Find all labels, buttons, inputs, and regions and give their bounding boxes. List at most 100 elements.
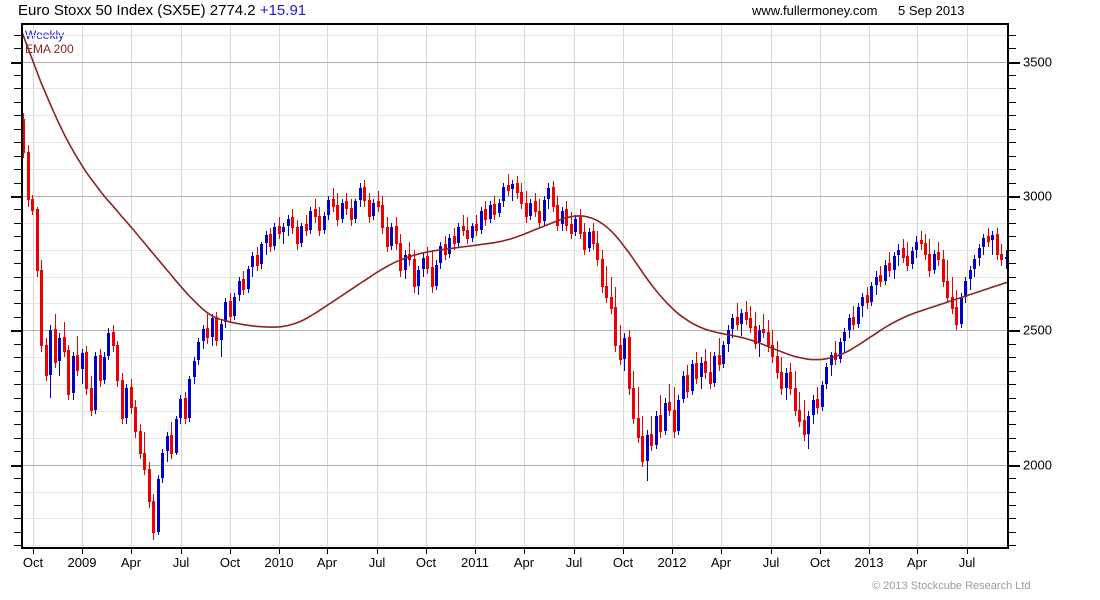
x-tick <box>230 549 231 554</box>
y-tick-left <box>14 411 21 412</box>
x-tick <box>524 549 525 554</box>
y-tick-right <box>1009 223 1016 224</box>
gridline-vertical <box>771 24 772 548</box>
gridline-vertical <box>524 24 525 548</box>
y-tick-right <box>1009 75 1016 76</box>
x-tick <box>672 549 673 554</box>
y-tick-left <box>14 156 21 157</box>
x-tick <box>82 549 83 554</box>
gridline-minor <box>21 411 1008 412</box>
x-tick <box>574 549 575 554</box>
x-tick <box>131 549 132 554</box>
y-tick-left <box>14 424 21 425</box>
y-tick-right <box>1009 156 1016 157</box>
gridline-minor <box>21 384 1008 385</box>
gridline-major <box>21 465 1008 466</box>
y-tick-left <box>14 518 21 519</box>
y-tick-left <box>14 223 21 224</box>
x-axis-label: Jul <box>958 555 976 570</box>
y-tick-left <box>14 532 21 533</box>
x-axis-label: Jul <box>762 555 780 570</box>
x-tick <box>623 549 624 554</box>
gridline-minor <box>21 492 1008 493</box>
y-tick-left <box>14 115 21 116</box>
x-axis-label: Jul <box>565 555 583 570</box>
gridline-major <box>21 196 1008 197</box>
gridline-vertical <box>917 24 918 548</box>
y-tick-right <box>1009 236 1016 237</box>
x-axis-label: Apr <box>906 555 928 570</box>
x-axis-label: Apr <box>710 555 732 570</box>
gridline-minor <box>21 88 1008 89</box>
gridline-vertical <box>574 24 575 548</box>
y-tick-left <box>14 317 21 318</box>
x-axis-label: Oct <box>415 555 437 570</box>
gridline-vertical <box>327 24 328 548</box>
y-tick-right <box>1009 451 1016 452</box>
y-axis-label: 2000 <box>1023 457 1052 473</box>
x-axis-label: Oct <box>219 555 241 570</box>
y-tick-right <box>1009 263 1016 264</box>
y-tick-right <box>1009 102 1016 103</box>
y-tick-right <box>1009 398 1016 399</box>
x-axis-label: Oct <box>22 555 44 570</box>
axis-bottom-border <box>21 547 1009 549</box>
y-tick-right <box>1009 424 1016 425</box>
gridline-minor <box>21 303 1008 304</box>
y-tick-left <box>14 438 21 439</box>
y-tick-right <box>1009 183 1016 184</box>
x-axis-label: Apr <box>316 555 338 570</box>
y-tick-left <box>14 344 21 345</box>
x-axis-label: 2010 <box>264 555 294 570</box>
gridline-minor <box>21 250 1008 251</box>
gridline-vertical <box>475 24 476 548</box>
price-chart-plot-area[interactable]: Weekly EMA 200 <box>21 24 1008 548</box>
y-tick-left <box>11 330 21 332</box>
y-tick-left <box>14 290 21 291</box>
y-tick-left <box>14 451 21 452</box>
y-tick-right <box>1009 35 1016 36</box>
y-tick-left <box>14 263 21 264</box>
y-tick-left <box>11 62 21 64</box>
y-tick-right <box>1009 129 1016 130</box>
y-tick-right <box>1009 169 1016 170</box>
x-axis-label: Jul <box>172 555 190 570</box>
x-tick <box>721 549 722 554</box>
y-axis-label: 3500 <box>1023 54 1052 70</box>
y-tick-left <box>14 102 21 103</box>
page-title: Euro Stoxx 50 Index (SX5E) 2774.2 +15.91 <box>18 2 306 19</box>
y-tick-right <box>1009 344 1016 345</box>
y-tick-right <box>1009 478 1016 479</box>
x-axis-label: Jul <box>368 555 386 570</box>
x-axis-label: 2012 <box>657 555 687 570</box>
axis-right-border <box>1007 24 1009 549</box>
gridline-minor <box>21 357 1008 358</box>
x-axis-label: Apr <box>513 555 535 570</box>
gridline-vertical <box>869 24 870 548</box>
gridline-minor <box>21 142 1008 143</box>
price-change: +15.91 <box>259 2 307 19</box>
x-tick <box>181 549 182 554</box>
gridline-vertical <box>721 24 722 548</box>
y-tick-right <box>1009 250 1016 251</box>
y-tick-left <box>14 129 21 130</box>
y-tick-left <box>14 303 21 304</box>
gridline-vertical <box>82 24 83 548</box>
y-tick-left <box>14 88 21 89</box>
x-tick <box>967 549 968 554</box>
gridline-vertical <box>672 24 673 548</box>
y-tick-left <box>14 398 21 399</box>
x-axis-label: 2013 <box>854 555 884 570</box>
y-tick-left <box>14 277 21 278</box>
x-tick <box>917 549 918 554</box>
y-tick-right <box>1009 492 1016 493</box>
y-tick-right <box>1009 532 1016 533</box>
gridline-major <box>21 330 1008 331</box>
y-tick-left <box>14 183 21 184</box>
y-tick-left <box>14 75 21 76</box>
x-tick <box>377 549 378 554</box>
y-tick-right <box>1009 196 1020 198</box>
gridline-vertical <box>426 24 427 548</box>
y-tick-left <box>14 48 21 49</box>
y-tick-right <box>1009 142 1016 143</box>
